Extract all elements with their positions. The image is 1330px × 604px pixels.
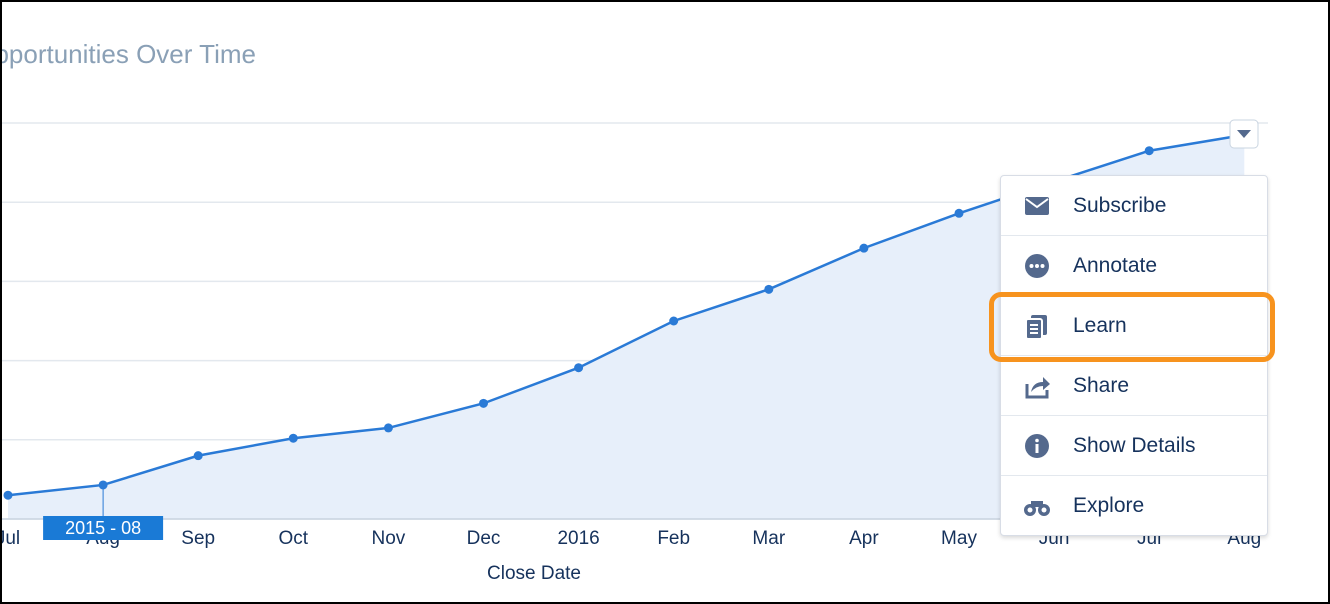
highlight-outline	[989, 292, 1275, 362]
x-tick-label: Nov	[372, 528, 406, 549]
menu-icon	[1024, 500, 1050, 516]
point	[859, 243, 869, 253]
x-tick-label: 2016	[557, 528, 599, 549]
menu-label: Show Details	[1073, 433, 1196, 457]
point	[574, 363, 584, 373]
menu-item[interactable]: Subscribe	[1001, 176, 1267, 235]
x-tick-label: Jul	[2, 528, 20, 549]
x-tick-label: Apr	[849, 528, 879, 549]
point	[669, 316, 679, 326]
chart-title: Opportunities Over Time	[2, 39, 256, 69]
menu-icon	[1025, 433, 1049, 458]
point	[764, 284, 774, 294]
action-menu: Subscribe Annotate Learn Share Show Details E…	[989, 175, 1275, 536]
menu-item[interactable]: Annotate	[1001, 235, 1267, 295]
point	[288, 433, 298, 443]
menu-label: Learn	[1073, 313, 1127, 337]
point	[1144, 146, 1154, 156]
menu-icon	[1025, 376, 1050, 398]
menu-item[interactable]: Learn	[989, 292, 1275, 362]
x-tick-label: Feb	[657, 528, 690, 549]
menu-item[interactable]: Show Details	[1001, 415, 1267, 475]
tooltip-box	[43, 516, 164, 540]
menu-icon	[1025, 253, 1049, 278]
menu-icon	[1025, 314, 1047, 340]
point	[479, 398, 488, 408]
menu-item[interactable]: Share	[1001, 355, 1267, 415]
area	[8, 134, 1245, 519]
point	[193, 451, 203, 461]
menu-label: Annotate	[1073, 253, 1158, 277]
point	[383, 423, 393, 433]
x-tick-label: Dec	[467, 528, 501, 549]
menu-label: Subscribe	[1073, 193, 1167, 217]
x-tick-label: Sep	[181, 528, 215, 549]
point	[954, 208, 964, 218]
x-axis-label: Close Date	[487, 563, 581, 584]
x-tick-label: Oct	[279, 528, 309, 549]
menu-label: Share	[1073, 373, 1130, 397]
menu-item[interactable]: Explore	[1001, 475, 1267, 535]
dropdown-button[interactable]	[1229, 119, 1259, 149]
menu-label: Explore	[1073, 493, 1145, 517]
menu-icon	[1025, 196, 1049, 215]
x-tick-label: Mar	[752, 528, 785, 549]
tooltip-label: 2015 - 08	[65, 518, 141, 538]
x-tick-label: May	[941, 528, 977, 549]
point	[3, 490, 13, 500]
